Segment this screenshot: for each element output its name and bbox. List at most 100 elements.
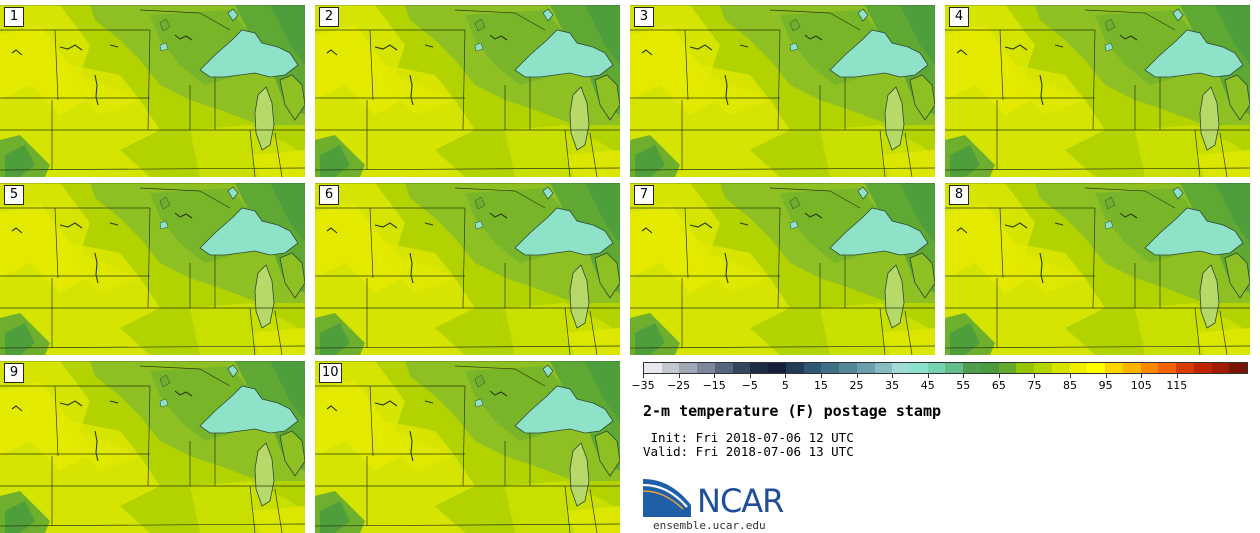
ensemble-member-map: 9	[0, 361, 305, 533]
colorbar-swatch	[1016, 363, 1035, 373]
member-number-label: 7	[634, 185, 654, 205]
temperature-map	[315, 183, 620, 355]
colorbar-swatch	[1158, 363, 1177, 373]
colorbar-swatch	[1140, 363, 1159, 373]
colorbar-tick	[1141, 374, 1143, 378]
colorbar-tick	[856, 374, 858, 378]
temperature-map	[0, 183, 305, 355]
temperature-map	[630, 5, 935, 177]
colorbar-tick	[678, 374, 680, 378]
ensemble-member-map: 1	[0, 5, 305, 177]
member-number-label: 2	[319, 7, 339, 27]
colorbar-swatch	[927, 363, 946, 373]
init-time: Init: Fri 2018-07-06 12 UTC	[643, 430, 854, 445]
colorbar-swatch	[750, 363, 769, 373]
colorbar-tick	[998, 374, 1000, 378]
ensemble-member-map: 4	[945, 5, 1250, 177]
colorbar-tick	[749, 374, 751, 378]
colorbar-tick-label: 85	[1063, 379, 1078, 392]
colorbar-swatch	[821, 363, 840, 373]
colorbar-swatch	[732, 363, 751, 373]
colorbar-tick	[927, 374, 929, 378]
colorbar-tick-label: 65	[991, 379, 1006, 392]
temperature-map	[315, 5, 620, 177]
colorbar-tick-label: 25	[849, 379, 864, 392]
colorbar-tick	[785, 374, 787, 378]
colorbar-tick-label: 115	[1166, 379, 1188, 392]
colorbar-swatch	[803, 363, 822, 373]
figure-title: 2-m temperature (F) postage stamp	[643, 402, 942, 420]
colorbar-swatch	[892, 363, 911, 373]
valid-time: Valid: Fri 2018-07-06 13 UTC	[643, 444, 854, 459]
temperature-map	[945, 183, 1250, 355]
colorbar-swatch	[679, 363, 698, 373]
temperature-map	[0, 5, 305, 177]
ensemble-member-map: 8	[945, 183, 1250, 355]
colorbar-swatch	[839, 363, 857, 373]
colorbar-tick-label: 15	[813, 379, 828, 392]
colorbar-tick-label: −35	[631, 379, 655, 392]
colorbar-swatch	[1176, 363, 1194, 373]
colorbar-tick-label: −25	[666, 379, 691, 392]
colorbar-tick	[963, 374, 965, 378]
colorbar-swatch	[1034, 363, 1052, 373]
ncar-logo-icon	[643, 479, 691, 517]
ensemble-member-map: 10	[315, 361, 620, 533]
temperature-map	[315, 361, 620, 533]
colorbar-swatch	[1229, 363, 1247, 373]
colorbar-swatch	[1069, 363, 1088, 373]
temperature-map	[630, 183, 935, 355]
colorbar-tick-label: 95	[1098, 379, 1113, 392]
colorbar-tick	[714, 374, 716, 378]
member-number-label: 1	[4, 7, 24, 27]
ensemble-member-map: 5	[0, 183, 305, 355]
colorbar-tick-label: 75	[1027, 379, 1042, 392]
colorbar-tick	[820, 374, 822, 378]
colorbar-swatch	[1193, 363, 1212, 373]
colorbar-swatch	[768, 363, 786, 373]
colorbar-swatch	[1051, 363, 1070, 373]
temperature-map	[945, 5, 1250, 177]
colorbar-swatch	[945, 363, 964, 373]
member-number-label: 3	[634, 7, 654, 27]
colorbar-tick-label: 45	[920, 379, 935, 392]
colorbar-swatch	[963, 363, 981, 373]
temperature-colorbar	[643, 362, 1248, 374]
colorbar-swatch	[998, 363, 1017, 373]
ensemble-member-map: 3	[630, 5, 935, 177]
colorbar-tick	[892, 374, 894, 378]
colorbar-swatch	[1087, 363, 1106, 373]
colorbar-tick	[1034, 374, 1036, 378]
ensemble-member-map: 2	[315, 5, 620, 177]
colorbar-tick-label: 105	[1130, 379, 1152, 392]
colorbar-swatch	[785, 363, 804, 373]
colorbar-tick-label: 35	[885, 379, 900, 392]
member-number-label: 4	[949, 7, 969, 27]
member-number-label: 5	[4, 185, 24, 205]
colorbar-swatch	[697, 363, 715, 373]
member-number-label: 9	[4, 363, 24, 383]
colorbar-swatch	[980, 363, 999, 373]
colorbar-tick-label: 55	[956, 379, 971, 392]
website-link[interactable]: ensemble.ucar.edu	[653, 519, 766, 532]
member-number-label: 8	[949, 185, 969, 205]
colorbar-swatch	[661, 363, 680, 373]
colorbar-tick	[1176, 374, 1178, 378]
colorbar-swatch	[714, 363, 733, 373]
ensemble-member-map: 6	[315, 183, 620, 355]
colorbar-swatch	[874, 363, 893, 373]
colorbar-swatch	[856, 363, 875, 373]
member-number-label: 6	[319, 185, 339, 205]
colorbar-swatch	[1211, 363, 1230, 373]
colorbar-swatch	[910, 363, 928, 373]
colorbar-tick	[643, 374, 644, 378]
colorbar-swatch	[644, 363, 662, 373]
colorbar-swatch	[1122, 363, 1141, 373]
colorbar-tick-labels: −35 −25 −15 −5 5 15 25 35 45 55 65 75 85 95 105 115	[631, 374, 1248, 394]
member-number-label: 10	[319, 363, 342, 383]
colorbar-tick	[1070, 374, 1072, 378]
colorbar-tick-label: −15	[702, 379, 726, 392]
temperature-map	[0, 361, 305, 533]
colorbar-swatch	[1105, 363, 1123, 373]
colorbar-tick-label: −5	[741, 379, 758, 392]
